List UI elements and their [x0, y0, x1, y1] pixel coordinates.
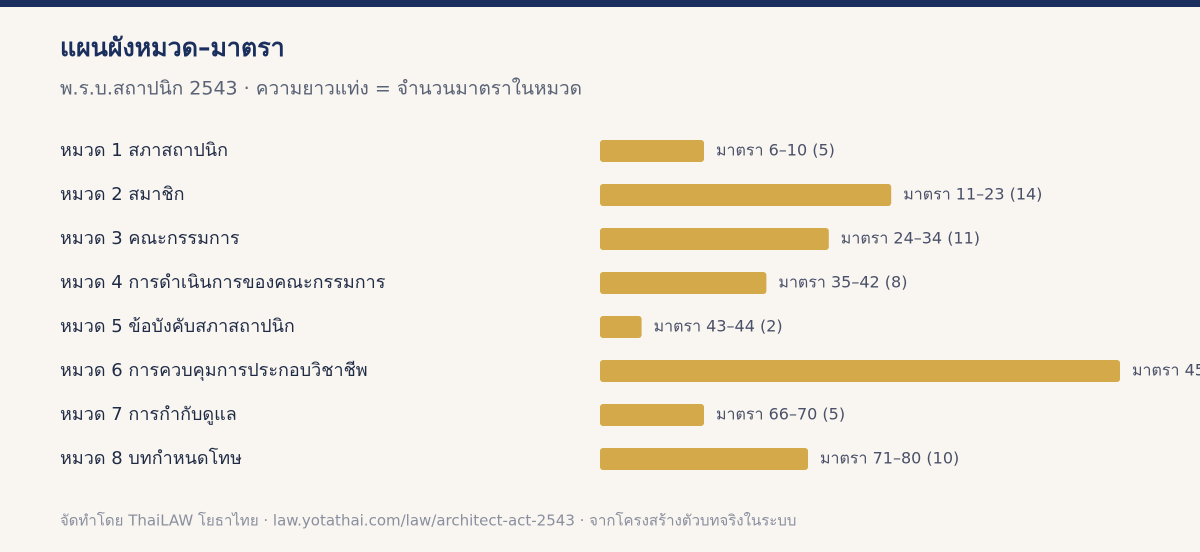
category-label: หมวด 3 คณะกรรมการ [60, 228, 240, 249]
category-label: หมวด 5 ข้อบังคับสภาสถาปนิก [60, 316, 295, 337]
bar [600, 404, 704, 426]
bar [600, 316, 642, 338]
value-label: มาตรา 6–10 (5) [716, 141, 835, 160]
value-label: มาตรา 35–42 (8) [778, 273, 907, 292]
bar [600, 184, 892, 206]
category-label: หมวด 7 การกำกับดูแล [60, 404, 237, 425]
footer: จัดทำโดย ThaiLAW โยธาไทย · law.yotathai.… [60, 512, 796, 530]
bar [600, 272, 767, 294]
chart-subtitle: พ.ร.บ.สถาปนิก 2543 · ความยาวแท่ง = จำนวน… [60, 78, 582, 100]
category-label: หมวด 2 สมาชิก [60, 184, 185, 205]
bar [600, 360, 1120, 382]
value-label: มาตรา 43–44 (2) [654, 317, 783, 336]
value-label: มาตรา 66–70 (5) [716, 405, 845, 424]
value-label: มาตรา 24–34 (11) [841, 229, 980, 248]
category-label: หมวด 1 สภาสถาปนิก [60, 140, 228, 161]
chart-title: แผนผังหมวด–มาตรา [60, 33, 285, 62]
top-bar [0, 0, 1200, 7]
category-label: หมวด 6 การควบคุมการประกอบวิชาชีพ [60, 360, 368, 381]
value-label: มาตรา 71–80 (10) [820, 449, 959, 468]
value-label: มาตรา 11–23 (14) [903, 185, 1042, 204]
value-label: มาตรา 45–69 (25) [1132, 361, 1200, 380]
category-label: หมวด 8 บทกำหนดโทษ [60, 447, 242, 469]
bar [600, 140, 704, 162]
category-label: หมวด 4 การดำเนินการของคณะกรรมการ [60, 272, 386, 293]
bar [600, 228, 829, 250]
bar [600, 448, 808, 470]
